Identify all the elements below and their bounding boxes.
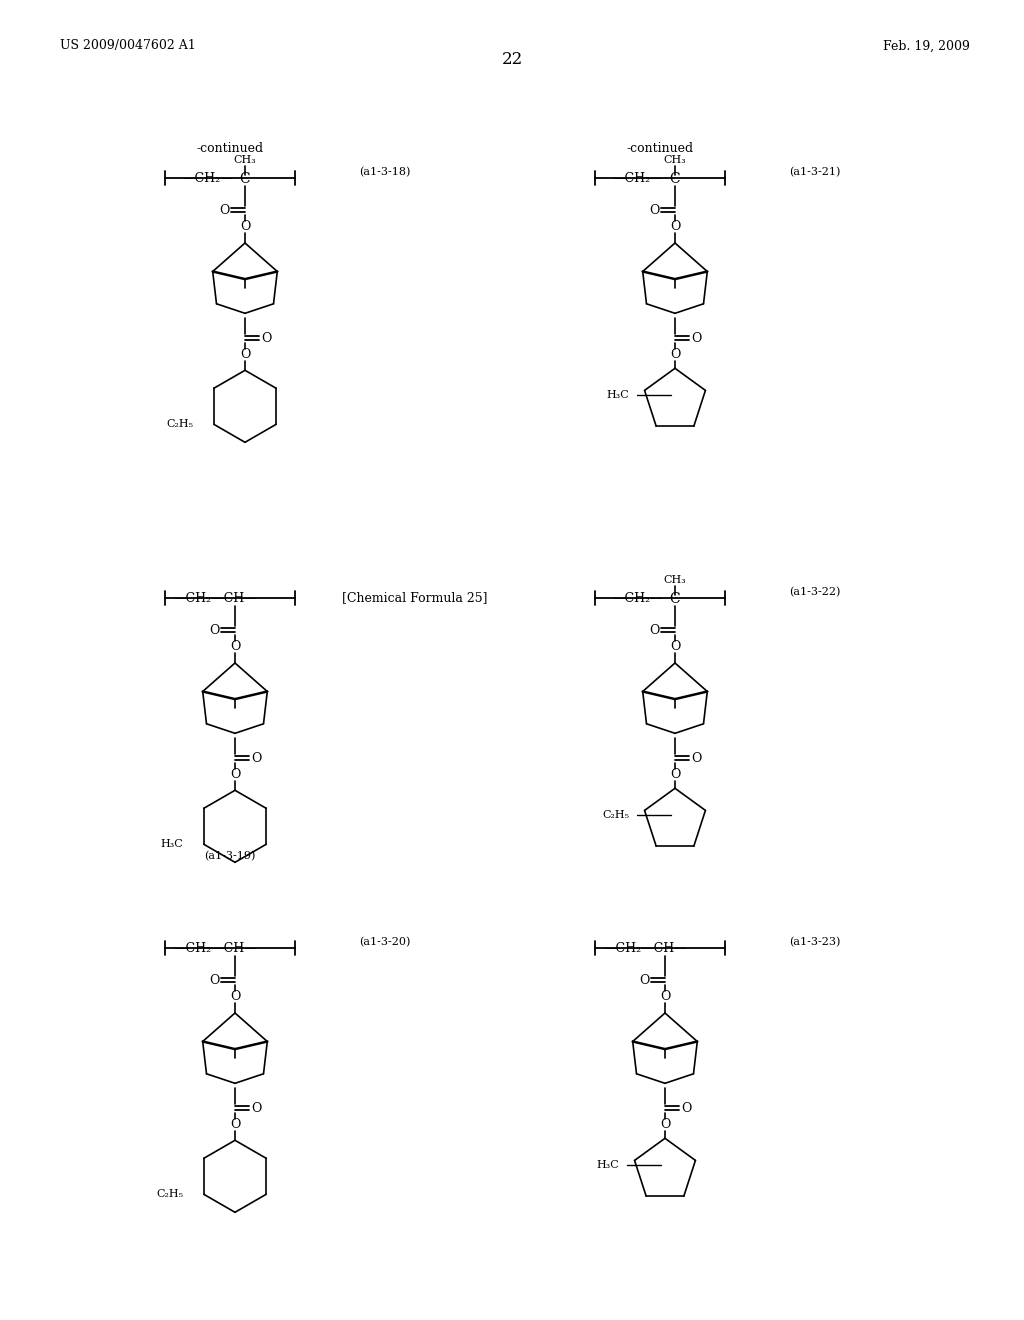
Text: CH₃: CH₃ [664,576,686,585]
Text: O: O [691,331,701,345]
Text: O: O [670,768,680,781]
Text: —CH₂—: —CH₂— [182,173,233,186]
Text: Feb. 19, 2009: Feb. 19, 2009 [883,40,970,53]
Text: US 2009/0047602 A1: US 2009/0047602 A1 [60,40,196,53]
Text: C: C [670,172,680,186]
Text: C₂H₅: C₂H₅ [166,420,193,429]
Text: —CH₂—: —CH₂— [612,173,664,186]
Text: O: O [229,990,241,1002]
Text: O: O [209,974,219,986]
Text: O: O [251,1102,261,1115]
Text: CH₃: CH₃ [233,154,256,165]
Text: CH₃: CH₃ [664,154,686,165]
Text: O: O [261,331,271,345]
Text: (a1-3-23): (a1-3-23) [790,937,841,948]
Text: O: O [670,219,680,232]
Text: C: C [240,172,250,186]
Text: 22: 22 [502,51,522,69]
Text: (a1-3-20): (a1-3-20) [359,937,411,948]
Text: (a1-3-21): (a1-3-21) [790,166,841,177]
Text: O: O [649,203,659,216]
Text: [Chemical Formula 25]: [Chemical Formula 25] [342,591,487,605]
Text: H₃C: H₃C [606,391,629,400]
Text: O: O [240,347,250,360]
Text: -continued: -continued [627,141,693,154]
Text: O: O [649,623,659,636]
Text: —CH₂—CH—: —CH₂—CH— [603,942,687,956]
Text: O: O [251,752,261,764]
Text: (a1-3-22): (a1-3-22) [790,587,841,597]
Text: O: O [659,1118,670,1131]
Text: O: O [229,1118,241,1131]
Text: O: O [209,623,219,636]
Text: —CH₂—CH—: —CH₂—CH— [173,593,257,606]
Text: H₃C: H₃C [160,840,183,849]
Text: O: O [229,639,241,652]
Text: H₃C: H₃C [596,1160,618,1171]
Text: O: O [670,347,680,360]
Text: -continued: -continued [197,141,263,154]
Text: O: O [639,974,649,986]
Text: (a1-3-19): (a1-3-19) [205,851,256,862]
Text: O: O [681,1102,691,1115]
Text: —CH₂—CH—: —CH₂—CH— [173,942,257,956]
Text: C₂H₅: C₂H₅ [156,1189,183,1200]
Text: O: O [659,990,670,1002]
Text: O: O [219,203,229,216]
Text: O: O [240,219,250,232]
Text: O: O [670,639,680,652]
Text: C: C [670,591,680,606]
Text: C₂H₅: C₂H₅ [602,810,629,820]
Text: —CH₂—: —CH₂— [612,593,664,606]
Text: O: O [691,752,701,764]
Text: (a1-3-18): (a1-3-18) [359,166,411,177]
Text: O: O [229,768,241,781]
